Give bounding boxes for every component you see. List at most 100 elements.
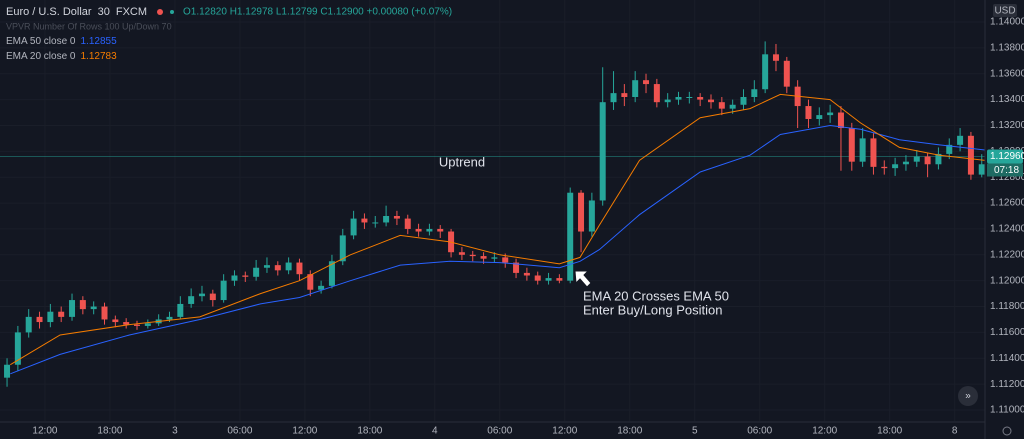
candle-body <box>101 306 108 320</box>
candle-body <box>426 228 433 232</box>
candle-body <box>209 293 216 301</box>
candle-body <box>621 93 628 98</box>
x-tick-label: 12:00 <box>552 426 577 437</box>
candle-body <box>253 267 260 277</box>
ema-line <box>10 124 986 375</box>
candle-body <box>36 316 43 323</box>
candle-body <box>458 252 465 255</box>
candle-body <box>848 128 855 162</box>
status-dot <box>157 9 163 15</box>
y-tick-label: 1.14000 <box>990 17 1024 28</box>
candle-body <box>707 99 714 103</box>
candle-body <box>177 303 184 317</box>
candle-body <box>242 275 249 277</box>
y-tick-label: 1.11400 <box>990 353 1024 364</box>
candle-body <box>263 265 270 268</box>
candle-body <box>361 218 368 223</box>
candle-body <box>632 80 639 98</box>
x-tick-label: 18:00 <box>97 426 122 437</box>
legend-name: EMA 20 close 0 <box>6 51 76 62</box>
x-tick-label: 12:00 <box>32 426 57 437</box>
candle-body <box>805 106 812 119</box>
candle-body <box>567 192 574 281</box>
candle-body <box>523 272 530 276</box>
candle-body <box>913 156 920 162</box>
candle-body <box>881 166 888 169</box>
settings-icon[interactable] <box>1002 426 1012 436</box>
candle-body <box>79 300 86 310</box>
candle-body <box>58 311 65 317</box>
y-tick-label: 1.13400 <box>990 94 1024 105</box>
candle-body <box>491 257 498 259</box>
candle-body <box>643 80 650 85</box>
current-price-box <box>987 149 1023 164</box>
candle-body <box>231 275 238 281</box>
candle-body <box>697 97 704 100</box>
x-tick-label: 18:00 <box>617 426 642 437</box>
candle-body <box>816 115 823 119</box>
ema-legend: EMA 50 close 0 1.12855 <box>6 36 117 47</box>
candle-body <box>480 256 487 259</box>
annotation: Enter Buy/Long Position <box>583 302 722 317</box>
candle-body <box>383 215 390 223</box>
legend-value: 1.12855 <box>80 36 117 47</box>
candle-body <box>599 102 606 201</box>
y-tick-label: 1.12200 <box>990 249 1024 260</box>
y-tick-label: 1.12000 <box>990 275 1024 286</box>
candle-body <box>372 222 379 224</box>
countdown: 07:18 <box>994 165 1019 176</box>
scroll-button[interactable] <box>958 386 978 406</box>
candle-body <box>556 278 563 281</box>
candle-body <box>328 261 335 286</box>
y-tick-label: 1.13200 <box>990 120 1024 131</box>
annotation: Uptrend <box>439 154 485 169</box>
candle-body <box>729 104 736 109</box>
candle-body <box>69 300 76 317</box>
candle-body <box>718 102 725 109</box>
candle-body <box>588 200 595 232</box>
x-tick-label: 5 <box>692 426 698 437</box>
candle-body <box>134 324 141 326</box>
candle-body <box>469 254 476 257</box>
candle-body <box>924 156 931 165</box>
current-price-label: 1.12960 <box>990 151 1024 162</box>
candle-body <box>393 215 400 219</box>
candle-body <box>859 138 866 162</box>
candle-body <box>274 265 281 271</box>
candle-body <box>610 93 617 103</box>
candle-body <box>166 316 173 320</box>
ema-line <box>10 93 986 366</box>
candle-body <box>437 228 444 232</box>
x-tick-label: 18:00 <box>877 426 902 437</box>
candle-body <box>404 218 411 229</box>
candle-body <box>892 164 899 169</box>
symbol: Euro / U.S. Dollar <box>6 6 92 18</box>
countdown-box <box>987 163 1023 177</box>
candle-body <box>545 278 552 281</box>
candle-body <box>144 323 151 326</box>
candle-body <box>198 293 205 297</box>
candle-body <box>307 274 314 290</box>
candle-body <box>935 153 942 165</box>
x-tick-label: 18:00 <box>357 426 382 437</box>
candle-body <box>978 164 985 175</box>
currency: USD <box>994 6 1015 17</box>
y-tick-label: 1.12800 <box>990 172 1024 183</box>
candle-body <box>740 97 747 105</box>
candle-body <box>318 285 325 290</box>
candle-body <box>578 192 585 232</box>
scroll-icon[interactable]: » <box>965 391 971 402</box>
candle-body <box>350 218 357 236</box>
candle-body <box>653 84 660 103</box>
candle-body <box>675 97 682 100</box>
x-tick-label: 12:00 <box>812 426 837 437</box>
candle-body <box>762 54 769 90</box>
candle-body <box>664 99 671 103</box>
candle-body <box>686 97 693 99</box>
symbol-title: Euro / U.S. Dollar 30 FXCM <box>6 6 147 18</box>
y-tick-label: 1.12400 <box>990 224 1024 235</box>
candle-body <box>967 135 974 175</box>
ohlc-summary: O1.12820 H1.12978 L1.12799 C1.12900 +0.0… <box>183 7 452 18</box>
